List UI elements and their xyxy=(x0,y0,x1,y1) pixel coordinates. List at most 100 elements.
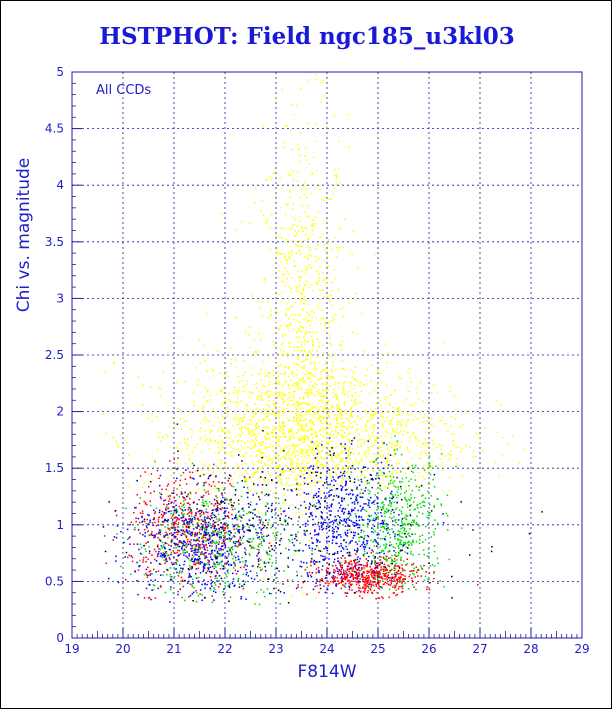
data-point xyxy=(422,535,424,537)
data-point xyxy=(248,538,250,540)
data-point xyxy=(393,561,395,563)
data-point xyxy=(423,549,425,551)
data-point xyxy=(277,371,279,373)
data-point xyxy=(333,438,335,440)
data-point xyxy=(342,567,344,569)
data-point xyxy=(274,535,276,537)
data-point xyxy=(258,461,260,463)
data-point xyxy=(310,362,312,364)
data-point xyxy=(234,508,236,510)
data-point xyxy=(363,571,365,573)
data-point xyxy=(403,560,405,562)
data-point xyxy=(402,518,404,520)
data-point xyxy=(340,562,342,564)
data-point xyxy=(348,448,350,450)
data-point xyxy=(301,226,303,228)
data-point xyxy=(309,474,311,476)
data-point xyxy=(390,403,392,405)
data-point xyxy=(314,534,316,536)
data-point xyxy=(338,405,340,407)
data-point xyxy=(294,350,296,352)
data-point xyxy=(282,432,284,434)
data-point xyxy=(255,472,257,474)
data-point xyxy=(359,434,361,436)
data-point xyxy=(409,378,411,380)
data-point xyxy=(234,502,236,504)
data-point xyxy=(199,431,201,433)
data-point xyxy=(315,74,317,76)
data-point xyxy=(311,317,313,319)
data-point xyxy=(334,427,336,429)
data-point xyxy=(451,433,453,435)
data-point xyxy=(278,515,280,517)
data-point xyxy=(171,562,173,564)
data-point xyxy=(246,380,248,382)
data-point xyxy=(380,586,382,588)
data-point xyxy=(351,411,353,413)
data-point xyxy=(361,471,363,473)
data-point xyxy=(337,583,339,585)
data-point xyxy=(186,448,188,450)
data-point xyxy=(200,438,202,440)
data-point xyxy=(380,556,382,558)
data-point xyxy=(277,412,279,414)
data-point xyxy=(308,316,310,318)
data-point xyxy=(133,512,135,514)
data-point xyxy=(283,388,285,390)
data-point xyxy=(299,161,301,163)
data-point xyxy=(224,533,226,535)
data-point xyxy=(226,576,228,578)
data-point xyxy=(329,434,331,436)
data-point xyxy=(292,446,294,448)
data-point xyxy=(169,533,171,535)
data-point xyxy=(413,568,415,570)
data-point xyxy=(328,453,330,455)
data-point xyxy=(392,430,394,432)
data-point xyxy=(300,314,302,316)
data-point xyxy=(268,554,270,556)
data-point xyxy=(329,507,331,509)
data-point xyxy=(340,461,342,463)
data-point xyxy=(316,579,318,581)
data-point xyxy=(331,478,333,480)
data-point xyxy=(358,587,360,589)
data-point xyxy=(304,456,306,458)
data-point xyxy=(350,584,352,586)
data-point xyxy=(229,393,231,395)
data-point xyxy=(360,469,362,471)
data-point xyxy=(255,445,257,447)
data-point xyxy=(385,559,387,561)
data-point xyxy=(461,448,463,450)
data-point xyxy=(222,460,224,462)
data-point xyxy=(420,446,422,448)
data-point xyxy=(309,430,311,432)
data-point xyxy=(143,501,145,503)
data-point xyxy=(356,517,358,519)
data-point xyxy=(323,223,325,225)
data-point xyxy=(340,505,342,507)
data-point xyxy=(380,416,382,418)
data-point xyxy=(306,449,308,451)
data-point xyxy=(271,394,273,396)
data-point xyxy=(284,394,286,396)
data-point xyxy=(303,303,305,305)
data-point xyxy=(366,552,368,554)
data-point xyxy=(159,411,161,413)
data-point xyxy=(145,548,147,550)
data-point xyxy=(242,542,244,544)
data-point xyxy=(388,505,390,507)
data-point xyxy=(341,569,343,571)
data-point xyxy=(473,456,475,458)
data-point xyxy=(231,359,233,361)
data-point xyxy=(239,476,241,478)
data-point xyxy=(407,506,409,508)
data-point xyxy=(415,417,417,419)
data-point xyxy=(304,365,306,367)
data-point xyxy=(207,516,209,518)
data-point xyxy=(296,571,298,573)
data-point xyxy=(414,576,416,578)
data-point xyxy=(345,393,347,395)
data-point xyxy=(366,543,368,545)
data-point xyxy=(372,435,374,437)
data-point xyxy=(261,492,263,494)
